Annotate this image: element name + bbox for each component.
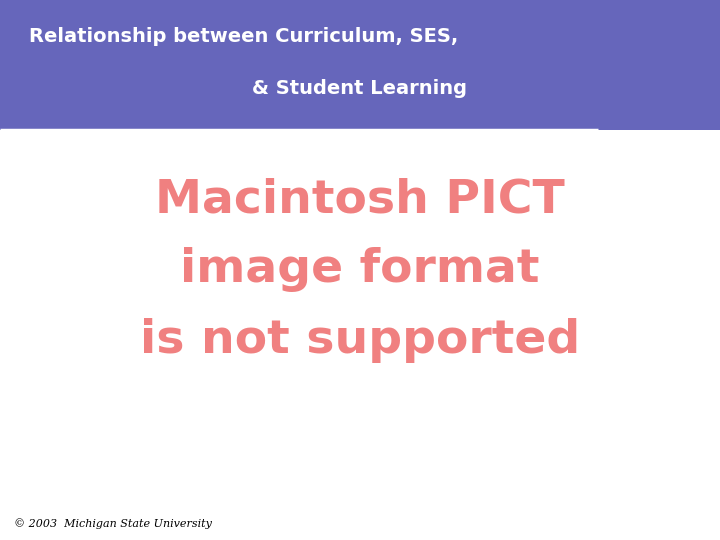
Text: image format: image format <box>180 247 540 293</box>
Text: © 2003  Michigan State University: © 2003 Michigan State University <box>14 518 212 529</box>
Text: Relationship between Curriculum, SES,: Relationship between Curriculum, SES, <box>29 27 458 46</box>
FancyBboxPatch shape <box>0 0 720 130</box>
Text: Macintosh PICT: Macintosh PICT <box>155 177 565 222</box>
Text: is not supported: is not supported <box>140 318 580 363</box>
Text: & Student Learning: & Student Learning <box>253 79 467 98</box>
